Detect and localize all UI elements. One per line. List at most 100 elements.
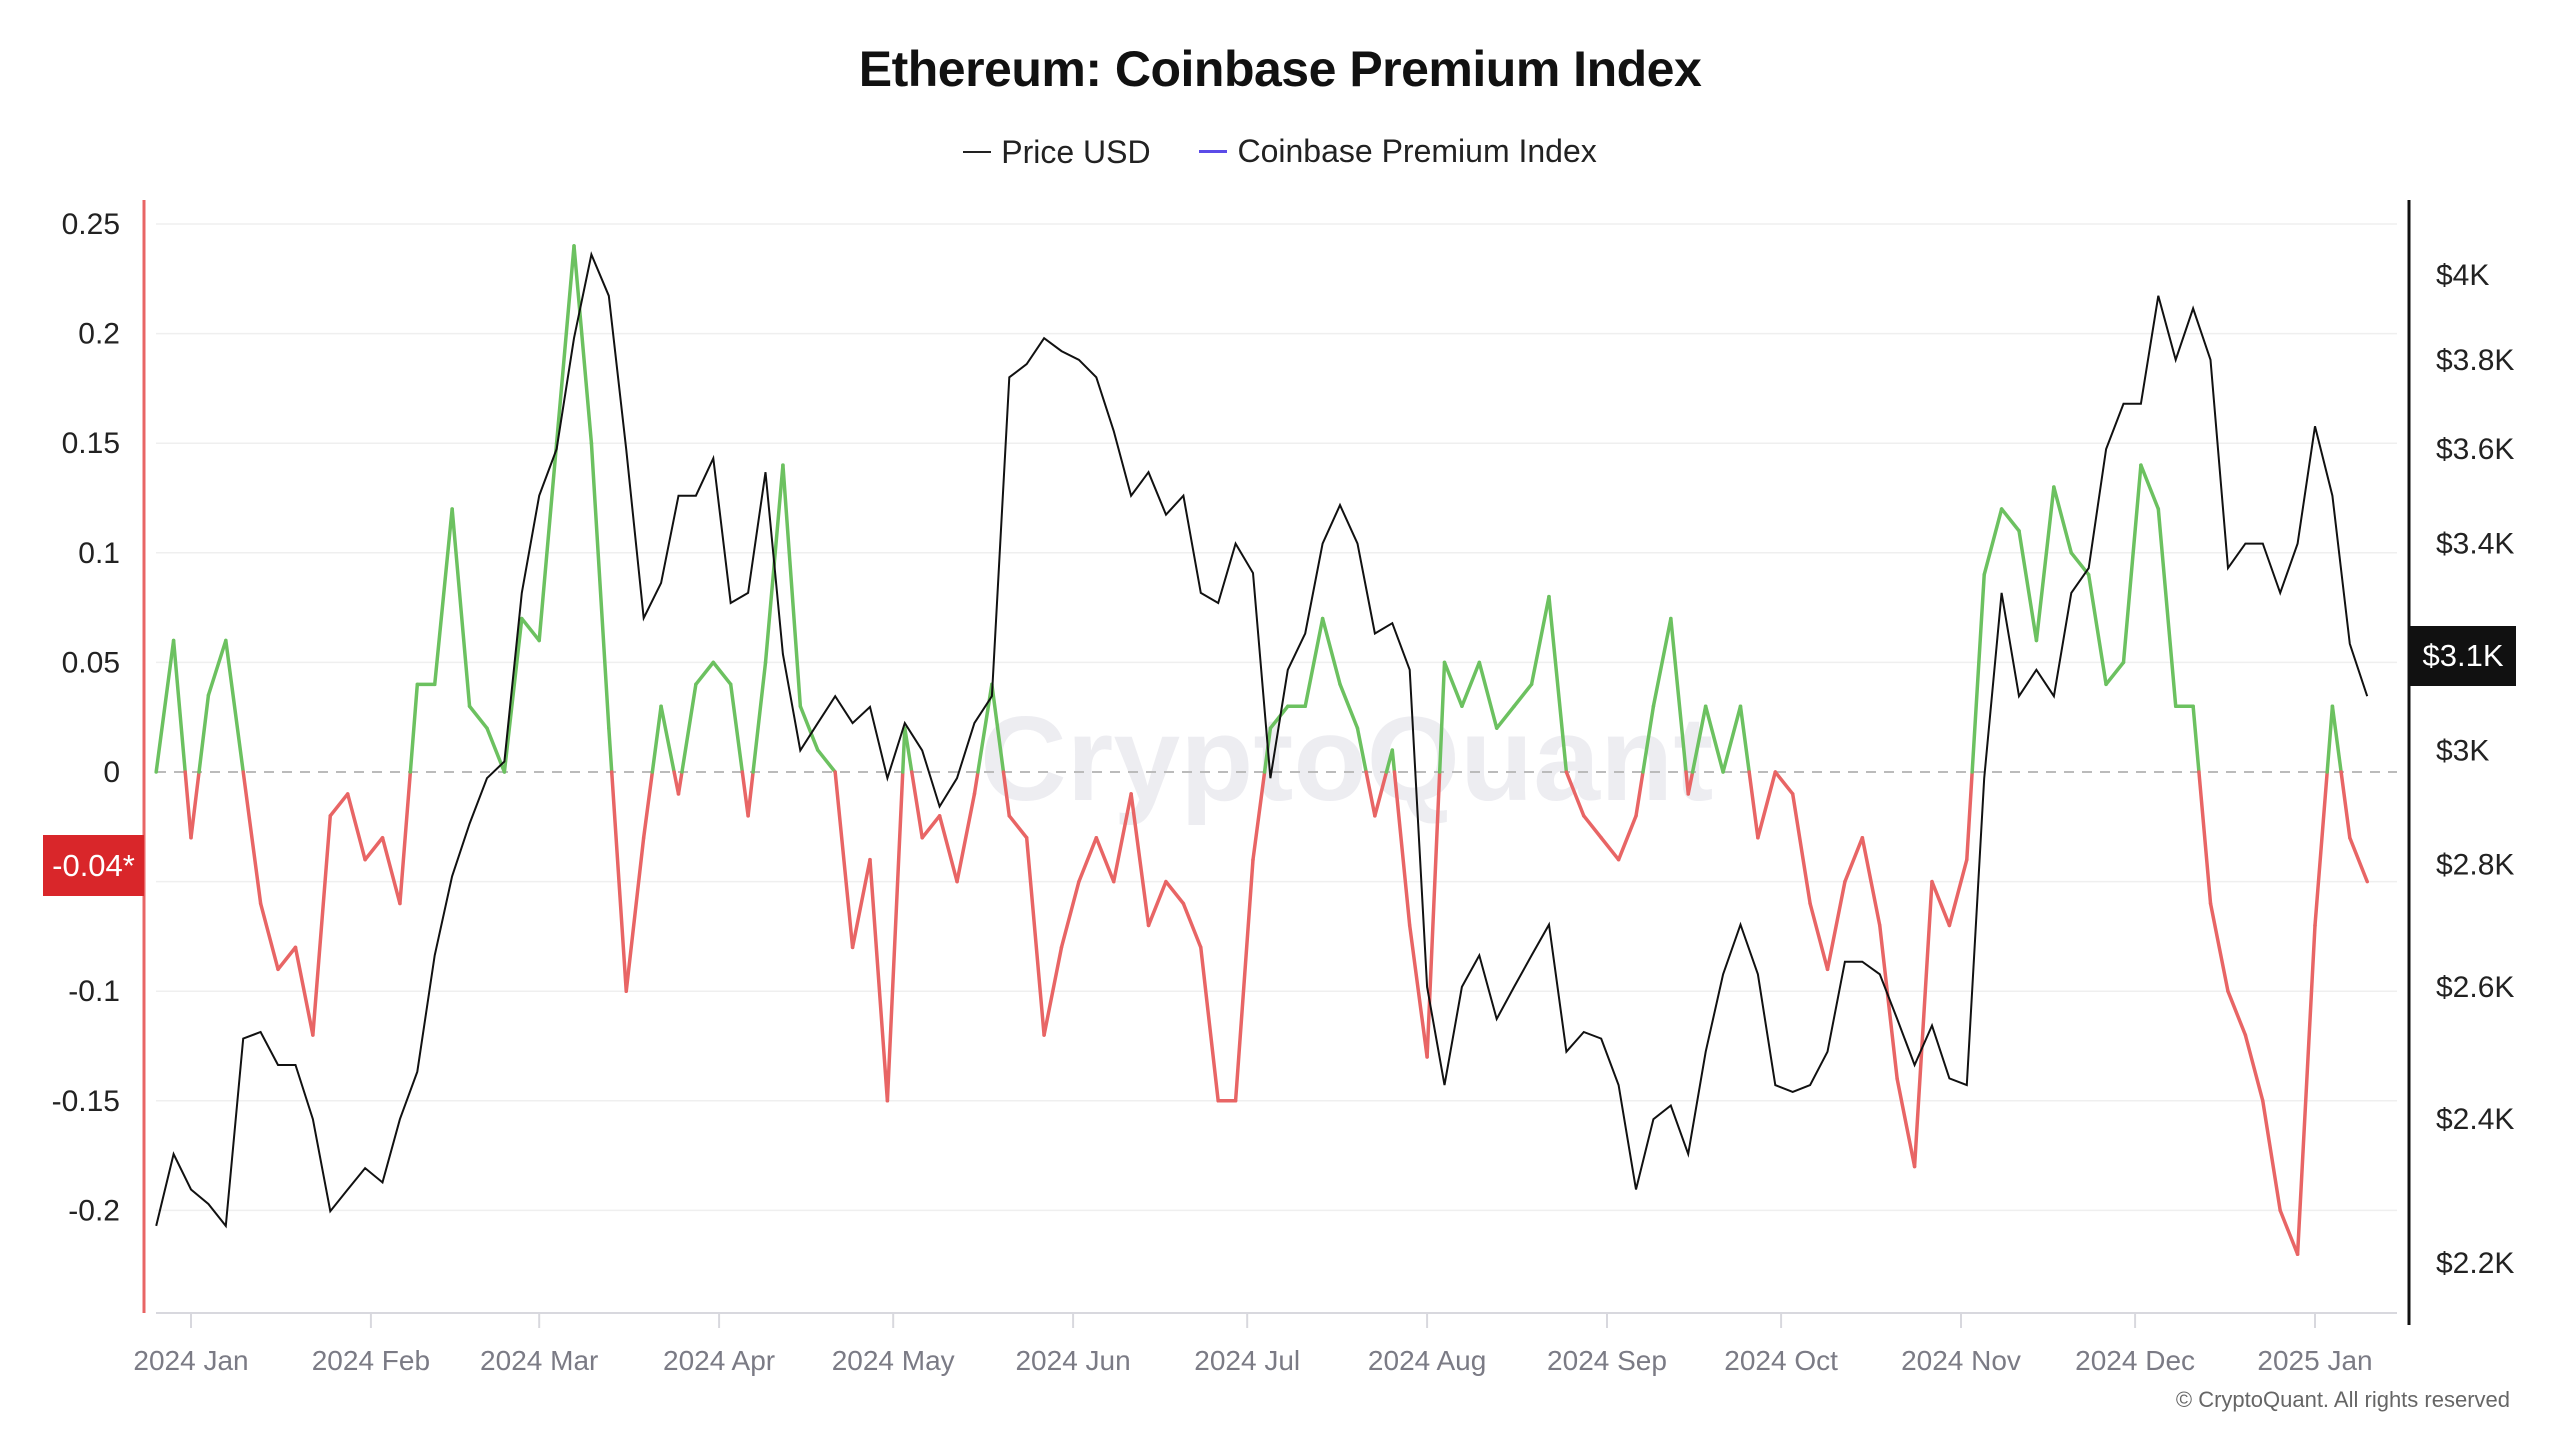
y-right-tick-label: $3.4K [2436,528,2514,561]
premium-segment [1042,945,1064,1037]
premium-segment [1059,879,1081,950]
premium-segment [171,638,187,774]
premium-segment [1947,857,1969,928]
premium-segment [746,770,755,818]
premium-segment [1320,616,1342,687]
premium-segment [607,726,614,774]
x-tick-label: 2024 Nov [1901,1345,2021,1376]
premium-segment [2104,660,2126,687]
premium-segment [1338,682,1360,730]
premium-segment [1912,879,1934,1169]
x-tick-label: 2024 Feb [312,1345,430,1376]
premium-segment [189,770,201,840]
y-right-tick-label: $3.8K [2436,344,2514,377]
premium-segment [1437,660,1447,774]
premium-segment [868,857,890,1103]
premium-segment [1930,879,1952,928]
premium-segment [1843,836,1865,884]
premium-segment [694,660,716,687]
premium-segment [1738,704,1751,774]
premium-segment [2278,1208,2300,1256]
premium-segment [1634,770,1645,818]
premium-segment [920,814,942,840]
premium-segment [2121,463,2143,665]
premium-segment [1373,770,1389,818]
x-tick-label: 2024 Jun [1015,1345,1130,1376]
premium-segment [990,682,1006,774]
premium-segment [1669,616,1688,774]
premium-segment [1860,836,1882,928]
premium-segment [728,682,745,774]
premium-segment [1364,770,1377,818]
premium-segment [1303,616,1325,708]
premium-segment [2295,923,2317,1256]
legend-item-price[interactable]: Price USD [963,133,1151,171]
premium-segment [1094,836,1116,884]
premium-segment [2330,704,2343,774]
premium-segment [1895,1077,1917,1169]
x-tick-label: 2024 Jan [133,1345,248,1376]
premium-segment [2086,572,2108,687]
premium-segment [740,770,750,818]
premium-segment [2052,485,2074,555]
premium-segment [520,616,541,643]
legend-item-premium[interactable]: Coinbase Premium Index [1199,133,1597,170]
premium-segment [1494,704,1516,730]
premium-segment [1825,879,1847,972]
premium-segment [609,770,628,993]
premium-segment [798,704,820,752]
legend-swatch-price [963,151,992,153]
premium-segment [1001,770,1012,818]
premium-segment [2339,770,2352,840]
premium-segment [850,857,872,950]
premium-segment [1129,792,1151,928]
x-axis-ticks: 2024 Jan 2024 Feb 2024 Mar 2024 Apr 2024 May… [133,1313,2373,1376]
premium-segment [1582,814,1603,840]
legend: Price USD Coinbase Premium Index [0,124,2560,171]
premium-segment [1407,923,1429,1059]
premium-segment [1146,879,1168,928]
y-axis-left-ticks: 0.25 0.2 0.15 0.1 0.05 0 -0.1 -0.15 -0.2 [52,208,120,1227]
x-tick-label: 2024 Jul [1194,1345,1300,1376]
premium-segment [154,638,176,774]
premium-segment [241,770,263,906]
y-right-tick-label: $2.4K [2436,1103,2514,1136]
premium-segment [1790,792,1812,906]
premium-segment [380,836,402,906]
premium-segment [1970,572,1986,774]
y-left-tick-label: 0.2 [78,318,120,351]
premium-segment [1512,682,1534,708]
premium-segment [1355,726,1368,774]
premium-segment [1251,770,1267,862]
premium-segment [1982,507,2004,577]
current-premium-badge: -0.04* [43,835,144,896]
price-line [155,251,2369,1229]
premium-segment [485,726,507,774]
premium-segment [502,616,524,774]
premium-series [154,244,2369,1256]
premium-segment [751,660,768,774]
premium-segment [1878,923,1899,1081]
premium-segment [450,507,472,708]
premium-segment [2139,463,2161,511]
premium-segment [2325,704,2335,774]
premium-segment [224,638,245,774]
premium-segment [1392,770,1412,928]
premium-segment [641,770,655,840]
watermark: CryptoQuant [980,692,1714,826]
premium-segment [1651,616,1673,708]
premium-segment [2017,529,2039,643]
premium-segment [1390,748,1397,774]
premium-segment [2197,770,2213,906]
premium-segment [711,660,733,687]
y-right-tick-label: $4K [2436,259,2489,292]
legend-label-price: Price USD [1001,133,1151,170]
current-price-badge: $3.1K [2410,626,2516,686]
y-right-tick-label: $3.6K [2436,433,2514,466]
premium-segment [1686,770,1695,796]
premium-segment [311,814,333,1037]
premium-segment [903,726,914,774]
y-right-tick-label: $2.6K [2436,971,2514,1004]
premium-segment [1529,594,1551,687]
